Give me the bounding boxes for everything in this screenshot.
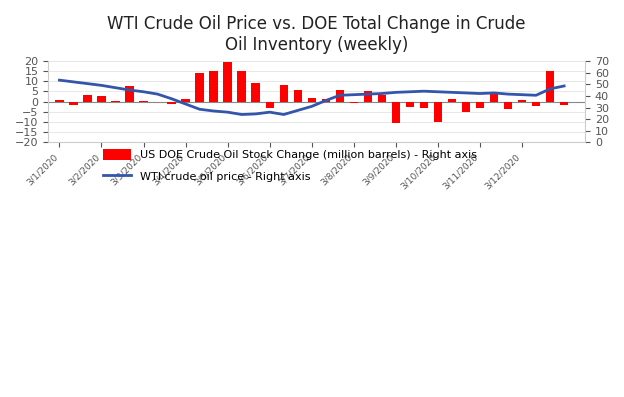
- Bar: [476, 102, 484, 108]
- Bar: [69, 102, 77, 105]
- Bar: [223, 62, 232, 102]
- Bar: [280, 85, 288, 102]
- Bar: [139, 101, 148, 102]
- Bar: [83, 94, 92, 102]
- Bar: [195, 73, 204, 102]
- Bar: [97, 96, 105, 102]
- Bar: [238, 71, 246, 102]
- Title: WTI Crude Oil Price vs. DOE Total Change in Crude
Oil Inventory (weekly): WTI Crude Oil Price vs. DOE Total Change…: [107, 15, 526, 54]
- Bar: [448, 98, 456, 102]
- Bar: [321, 98, 330, 102]
- Bar: [560, 102, 568, 105]
- Bar: [266, 102, 274, 108]
- Bar: [308, 98, 316, 102]
- Bar: [251, 83, 260, 102]
- Bar: [434, 102, 442, 122]
- Bar: [420, 102, 428, 108]
- Bar: [125, 87, 134, 102]
- Bar: [546, 71, 554, 102]
- Legend: US DOE Crude Oil Stock Change (million barrels) - Right axis, WTI crude oil pric: US DOE Crude Oil Stock Change (million b…: [97, 143, 482, 187]
- Bar: [392, 102, 400, 123]
- Bar: [518, 100, 526, 102]
- Bar: [504, 102, 512, 109]
- Bar: [293, 91, 302, 102]
- Bar: [210, 71, 218, 102]
- Bar: [532, 102, 540, 106]
- Bar: [182, 98, 190, 102]
- Bar: [378, 94, 386, 102]
- Bar: [406, 102, 414, 107]
- Bar: [167, 102, 176, 104]
- Bar: [364, 91, 372, 102]
- Bar: [490, 94, 498, 102]
- Bar: [56, 100, 64, 102]
- Bar: [336, 91, 344, 102]
- Bar: [111, 101, 120, 102]
- Bar: [349, 102, 358, 103]
- Bar: [462, 102, 470, 112]
